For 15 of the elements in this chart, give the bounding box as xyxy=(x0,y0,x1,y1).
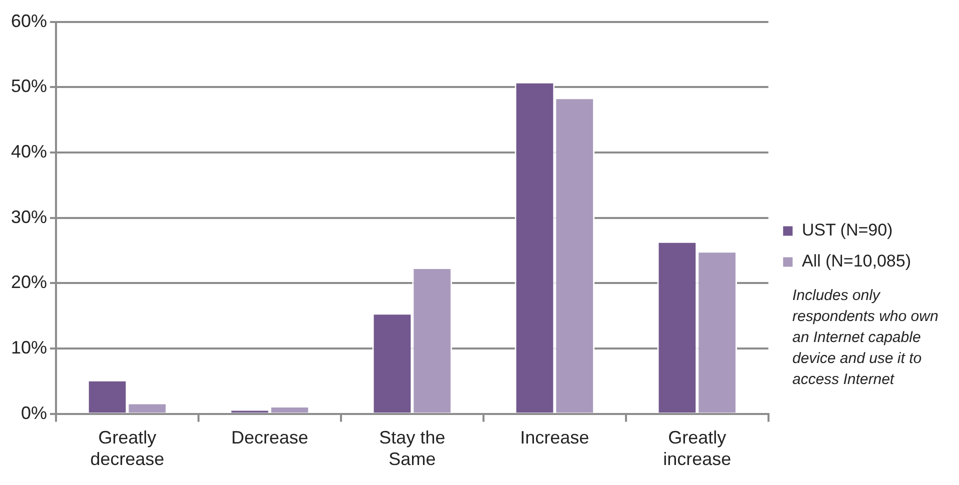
x-tick-label: Greatly decrease xyxy=(90,428,164,470)
y-tick-label: 40% xyxy=(10,141,48,162)
y-tick-label: 0% xyxy=(21,402,48,423)
y-tick-label: 50% xyxy=(10,76,48,96)
x-tick-label: Decrease xyxy=(231,428,308,448)
y-tick-label: 30% xyxy=(10,206,48,227)
legend-label: UST (N=90) xyxy=(802,220,893,240)
y-tick-label: 60% xyxy=(10,10,48,31)
y-tick-label: 20% xyxy=(10,272,48,292)
x-tick-label: Increase xyxy=(520,428,590,448)
text: Includes only respondents who own an Internet capable device and use it to access Internet xyxy=(792,287,938,388)
x-tick-label: Stay the Same xyxy=(379,428,446,470)
x-tick-label: Greatly increase xyxy=(663,428,732,470)
legend-label: All (N=10,085) xyxy=(802,252,911,271)
y-tick-label: 10% xyxy=(10,337,48,358)
